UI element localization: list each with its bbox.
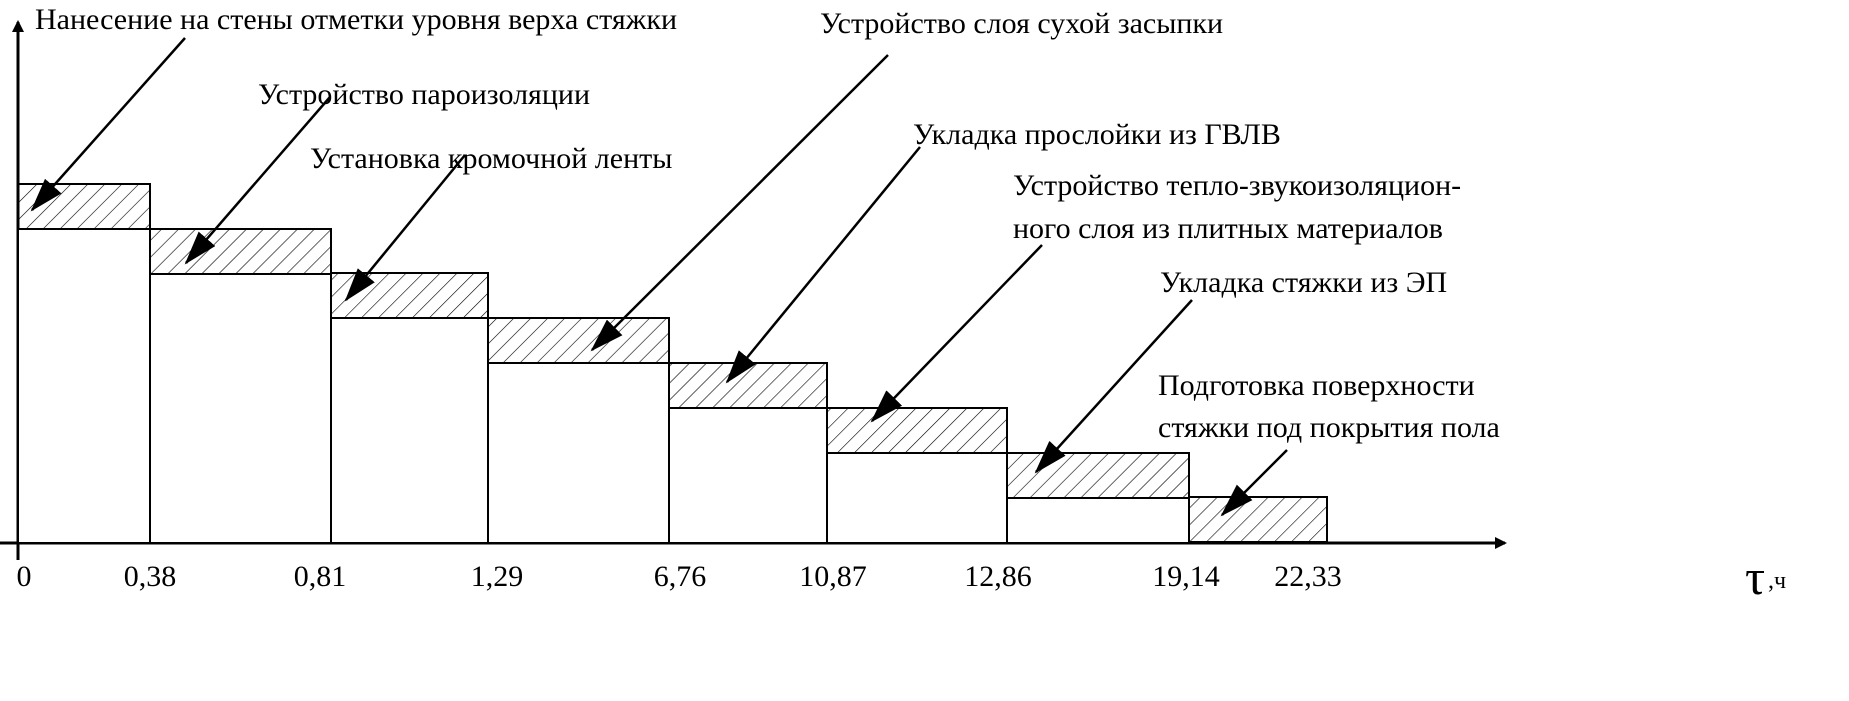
x-tick-label: 0,81 bbox=[294, 560, 347, 593]
step-bar-body bbox=[668, 407, 828, 544]
step-labels: Нанесение на стены отметки уровня верха … bbox=[35, 3, 1500, 444]
x-tick-label: 19,14 bbox=[1152, 560, 1220, 593]
leader-arrow bbox=[30, 37, 186, 212]
x-tick-label: 0 bbox=[17, 560, 32, 593]
x-tick-label: 12,86 bbox=[964, 560, 1032, 593]
x-tick-label: 6,76 bbox=[654, 560, 707, 593]
x-tick-label: 22,33 bbox=[1274, 560, 1342, 593]
step-bar-hatched bbox=[1188, 496, 1328, 543]
step-bar-body bbox=[330, 317, 489, 544]
step-bar-body bbox=[1006, 497, 1190, 544]
step-bar-hatched bbox=[1006, 452, 1190, 499]
step-label-line: Подготовка поверхности bbox=[1158, 369, 1475, 402]
bars bbox=[17, 183, 1328, 544]
leader-arrow bbox=[184, 96, 331, 265]
leader-arrow bbox=[1034, 299, 1193, 474]
leader-arrow bbox=[590, 54, 889, 352]
step-label: Укладка прослойки из ГВЛВ bbox=[913, 118, 1281, 151]
x-axis-unit: ,ч bbox=[1768, 568, 1786, 594]
step-label: Установка кромочной ленты bbox=[310, 142, 672, 175]
step-label-line: ного слоя из плитных материалов bbox=[1013, 212, 1443, 245]
step-bar-hatched bbox=[668, 362, 828, 409]
step-bar-body bbox=[487, 362, 670, 544]
step-label: Укладка стяжки из ЭП bbox=[1160, 266, 1447, 299]
x-tick-label: 1,29 bbox=[471, 560, 524, 593]
step-bar-hatched bbox=[487, 317, 670, 364]
leader-arrow bbox=[870, 244, 1043, 423]
x-axis-symbol: τ bbox=[1745, 549, 1765, 605]
x-tick-label: 0,38 bbox=[124, 560, 177, 593]
step-bar-hatched bbox=[17, 183, 151, 230]
x-tick-labels: 0 0,38 0,81 1,29 6,76 10,87 12,86 19,14 22,33 bbox=[17, 560, 1342, 593]
step-bar-hatched bbox=[330, 272, 489, 319]
step-label-line: стяжки под покрытия пола bbox=[1158, 411, 1500, 444]
step-bar-hatched bbox=[826, 407, 1008, 454]
step-label: Устройство пароизоляции bbox=[258, 78, 590, 111]
step-bar-body bbox=[826, 452, 1008, 544]
step-label: Нанесение на стены отметки уровня верха … bbox=[35, 3, 677, 36]
step-bar-body bbox=[17, 228, 151, 544]
step-bar-body bbox=[149, 273, 332, 544]
leader-arrow bbox=[344, 154, 466, 302]
x-tick-label: 10,87 bbox=[799, 560, 867, 593]
step-label-line: Устройство тепло-звукоизоляцион- bbox=[1013, 169, 1461, 202]
leader-arrow bbox=[1220, 449, 1288, 517]
step-bar-hatched bbox=[149, 228, 332, 275]
step-label: Устройство слоя сухой засыпки bbox=[820, 7, 1223, 40]
leaders bbox=[30, 37, 1288, 517]
leader-arrow bbox=[725, 146, 921, 384]
